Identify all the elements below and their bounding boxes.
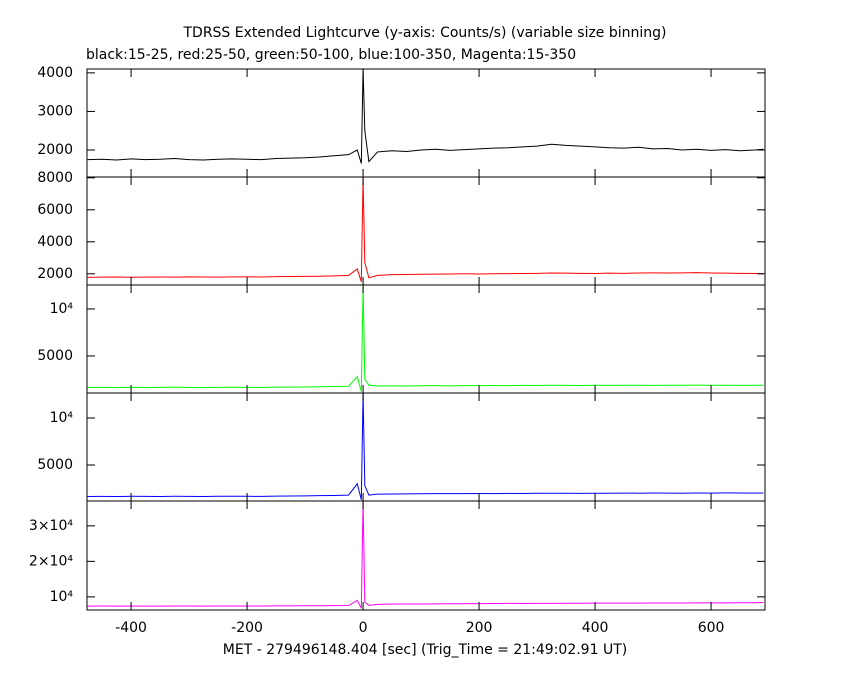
y-tick-label: 2×10⁴ — [29, 553, 73, 569]
y-tick-label: 10⁴ — [50, 410, 74, 426]
y-tick-label: 5000 — [37, 348, 73, 364]
y-tick-label: 2000 — [37, 142, 73, 158]
x-tick-label: -200 — [231, 620, 263, 636]
panel-frame — [86, 284, 766, 394]
y-tick-label: 3×10⁴ — [29, 518, 73, 534]
panel: 10⁴ 2×10⁴ 3×10⁴ -400 -200 0 200 400 600 — [29, 500, 766, 636]
panel-frame — [86, 68, 766, 178]
y-tick-label: 6000 — [37, 202, 73, 218]
chart-title: TDRSS Extended Lightcurve (y-axis: Count… — [182, 25, 666, 41]
chart-subtitle: black:15-25, red:25-50, green:50-100, bl… — [86, 47, 576, 63]
x-tick-label: 200 — [466, 620, 493, 636]
panel: 5000 10⁴ — [37, 392, 766, 502]
series-line — [87, 285, 764, 392]
x-axis-label: MET - 279496148.404 [sec] (Trig_Time = 2… — [223, 642, 627, 658]
x-tick-label: -400 — [115, 620, 147, 636]
series-line — [87, 177, 764, 282]
series-line — [87, 393, 764, 500]
x-tick-label: 400 — [582, 620, 609, 636]
panel: 2000 3000 4000 — [37, 65, 766, 178]
series-line — [87, 69, 764, 164]
y-tick-label: 5000 — [37, 457, 73, 473]
y-tick-label: 8000 — [37, 170, 73, 186]
y-tick-label: 10⁴ — [50, 589, 74, 605]
y-tick-label: 2000 — [37, 266, 73, 282]
y-tick-label: 10⁴ — [50, 301, 74, 317]
panel-frame — [86, 500, 766, 611]
y-tick-label: 4000 — [37, 65, 73, 81]
y-tick-label: 4000 — [37, 234, 73, 250]
panel: 5000 10⁴ — [37, 284, 766, 394]
x-tick-label: 0 — [359, 620, 368, 636]
y-tick-label: 3000 — [37, 103, 73, 119]
x-tick-label: 600 — [698, 620, 725, 636]
series-line — [87, 501, 764, 609]
panel-frame — [86, 176, 766, 286]
panel: 2000 4000 6000 8000 — [37, 170, 766, 286]
panel-frame — [86, 392, 766, 502]
